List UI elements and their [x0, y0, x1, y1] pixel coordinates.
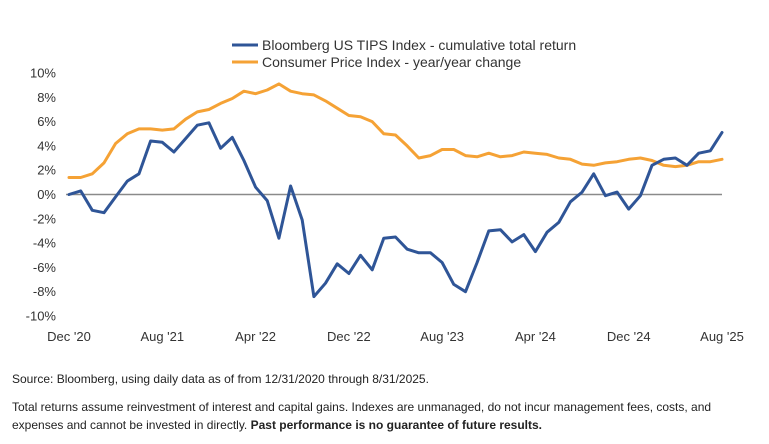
y-tick-label: -6% [33, 260, 57, 275]
series-line-tips [67, 121, 724, 299]
y-tick-label: 10% [30, 66, 56, 81]
disclaimer-text: Total returns assume reinvestment of int… [12, 400, 712, 432]
line-chart: Bloomberg US TIPS Index - cumulative tot… [26, 37, 744, 344]
y-tick-label: -2% [33, 211, 57, 226]
y-tick-label: -8% [33, 284, 57, 299]
x-tick-label: Dec '22 [327, 329, 371, 344]
x-tick-label: Aug '25 [700, 329, 744, 344]
y-tick-label: 2% [37, 163, 56, 178]
x-tick-label: Apr '24 [515, 329, 556, 344]
source-note: Source: Bloomberg, using daily data as o… [12, 372, 429, 386]
x-axis: Dec '20 Aug '21 Apr '22 Dec '22 Aug '23 Apr '… [47, 329, 744, 344]
legend-label-cpi: Consumer Price Index - year/year change [262, 54, 521, 70]
chart-legend: Bloomberg US TIPS Index - cumulative tot… [232, 37, 576, 70]
y-tick-label: 8% [37, 90, 56, 105]
x-tick-label: Aug '21 [140, 329, 184, 344]
chart-notes: Source: Bloomberg, using daily data as o… [12, 370, 757, 444]
y-tick-label: 6% [37, 114, 56, 129]
disclaimer-note: Total returns assume reinvestment of int… [12, 398, 757, 434]
legend-label-tips: Bloomberg US TIPS Index - cumulative tot… [262, 37, 576, 53]
series-line-cpi [67, 82, 724, 179]
y-tick-label: 4% [37, 138, 56, 153]
x-tick-label: Apr '22 [235, 329, 276, 344]
x-tick-label: Aug '23 [420, 329, 464, 344]
y-tick-label: -10% [26, 309, 57, 324]
y-axis: 10% 8% 6% 4% 2% 0% -2% -4% -6% -8% -10% [26, 66, 57, 324]
x-tick-label: Dec '24 [607, 329, 651, 344]
plot-area [67, 82, 724, 299]
x-tick-label: Dec '20 [47, 329, 91, 344]
disclaimer-bold-text: Past performance is no guarantee of futu… [250, 418, 543, 432]
y-tick-label: -4% [33, 236, 57, 251]
y-tick-label: 0% [37, 187, 56, 202]
